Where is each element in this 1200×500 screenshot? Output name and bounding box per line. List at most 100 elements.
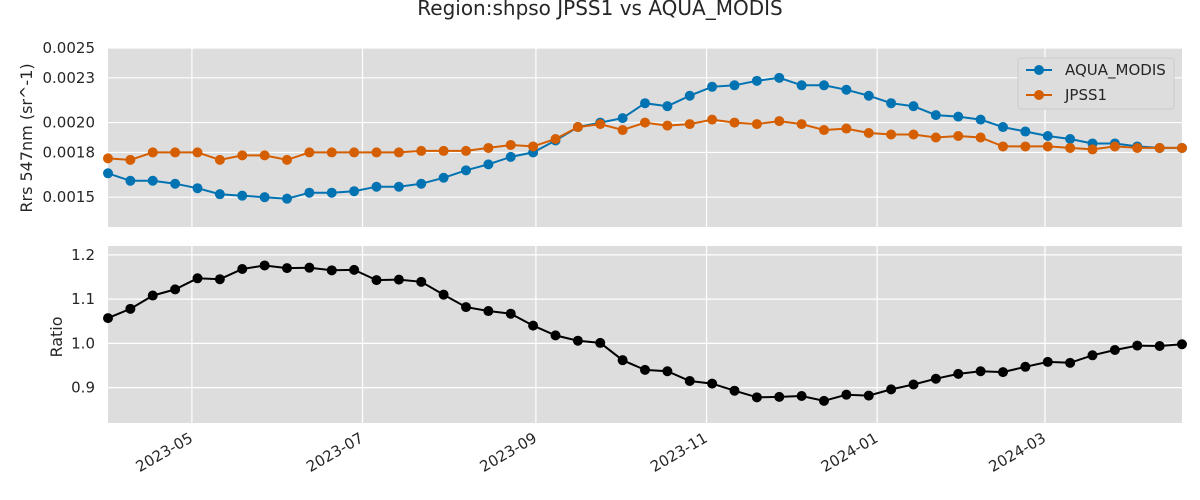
data-point-jpss1 bbox=[998, 141, 1008, 152]
data-point-aqua-modis bbox=[416, 178, 427, 189]
top-y-tick-label: 0.0015 bbox=[43, 188, 96, 206]
data-point-aqua-modis bbox=[729, 80, 740, 91]
data-point-ratio bbox=[863, 390, 874, 401]
data-point-aqua-modis bbox=[103, 168, 113, 179]
data-point-ratio bbox=[1042, 356, 1053, 367]
data-point-ratio bbox=[751, 392, 762, 403]
data-point-ratio bbox=[304, 262, 315, 273]
data-point-jpss1 bbox=[796, 119, 807, 130]
x-tick-label: 2023-05 bbox=[133, 429, 196, 476]
top-gridlines bbox=[108, 47, 1182, 227]
top-panel: 0.0015 0.0018 0.0020 0.0023 0.0025 Rrs 547nm… bbox=[17, 39, 1187, 227]
data-point-ratio bbox=[1065, 357, 1076, 368]
data-point-jpss1 bbox=[841, 123, 852, 134]
data-point-jpss1 bbox=[192, 147, 203, 158]
bottom-gridlines bbox=[108, 246, 1182, 423]
data-point-aqua-modis bbox=[214, 189, 225, 200]
data-point-ratio bbox=[483, 306, 494, 317]
data-point-ratio bbox=[550, 330, 561, 341]
data-point-ratio bbox=[214, 274, 225, 285]
data-point-ratio bbox=[729, 385, 740, 396]
legend-label-jpss: JPSS1 bbox=[1064, 86, 1107, 104]
data-point-ratio bbox=[461, 302, 471, 313]
data-point-ratio bbox=[393, 274, 404, 285]
data-point-aqua-modis bbox=[640, 98, 650, 109]
data-point-ratio bbox=[796, 391, 807, 402]
data-point-jpss1 bbox=[349, 147, 360, 158]
data-point-jpss1 bbox=[438, 145, 449, 156]
data-point-jpss1 bbox=[1177, 142, 1187, 153]
data-point-aqua-modis bbox=[326, 187, 337, 198]
data-point-aqua-modis bbox=[237, 190, 248, 201]
legend-label-aqua: AQUA_MODIS bbox=[1065, 61, 1166, 80]
data-point-ratio bbox=[1109, 344, 1120, 355]
data-point-aqua-modis bbox=[886, 98, 897, 109]
data-point-ratio bbox=[1177, 339, 1187, 350]
data-point-ratio bbox=[886, 384, 897, 395]
data-point-jpss1 bbox=[617, 125, 628, 136]
data-point-ratio bbox=[1154, 341, 1165, 352]
data-point-aqua-modis bbox=[147, 175, 158, 186]
data-point-aqua-modis bbox=[125, 175, 136, 186]
data-point-ratio bbox=[125, 303, 136, 314]
data-point-aqua-modis bbox=[796, 80, 807, 91]
data-point-jpss1 bbox=[237, 150, 248, 161]
data-point-ratio bbox=[349, 264, 360, 275]
bottom-y-axis-label: Ratio bbox=[47, 316, 66, 357]
data-point-ratio bbox=[282, 263, 292, 274]
data-point-aqua-modis bbox=[1042, 131, 1053, 142]
data-point-jpss1 bbox=[751, 119, 762, 130]
data-point-jpss1 bbox=[707, 114, 718, 125]
data-point-jpss1 bbox=[528, 141, 539, 152]
bottom-plot-background bbox=[108, 246, 1182, 423]
data-point-jpss1 bbox=[1154, 142, 1165, 153]
data-point-jpss1 bbox=[975, 132, 986, 143]
data-point-ratio bbox=[103, 313, 113, 324]
data-point-ratio bbox=[998, 367, 1008, 378]
data-point-ratio bbox=[975, 366, 986, 377]
data-point-aqua-modis bbox=[863, 90, 874, 101]
data-point-jpss1 bbox=[103, 153, 113, 164]
data-point-aqua-modis bbox=[953, 111, 964, 122]
data-point-ratio bbox=[259, 260, 270, 271]
data-point-jpss1 bbox=[684, 119, 695, 130]
data-point-aqua-modis bbox=[707, 81, 718, 92]
data-point-ratio bbox=[774, 391, 785, 402]
data-point-jpss1 bbox=[147, 147, 158, 158]
data-point-ratio bbox=[237, 264, 248, 275]
data-point-aqua-modis bbox=[774, 72, 785, 83]
data-point-aqua-modis bbox=[282, 193, 292, 204]
data-point-ratio bbox=[528, 320, 539, 331]
data-point-ratio bbox=[617, 355, 628, 366]
data-point-aqua-modis bbox=[684, 90, 695, 101]
data-point-ratio bbox=[438, 289, 449, 300]
data-point-jpss1 bbox=[1132, 142, 1143, 153]
legend-box bbox=[1017, 57, 1175, 110]
top-series-group bbox=[103, 72, 1187, 204]
data-point-jpss1 bbox=[953, 131, 964, 142]
data-point-aqua-modis bbox=[998, 122, 1008, 133]
legend-marker-aqua-dot bbox=[1034, 65, 1044, 75]
data-point-aqua-modis bbox=[975, 114, 986, 125]
x-tick-label: 2023-09 bbox=[477, 429, 540, 476]
data-point-jpss1 bbox=[416, 145, 427, 156]
data-point-ratio bbox=[192, 273, 203, 284]
top-y-tick-label: 0.0020 bbox=[43, 114, 96, 132]
data-point-jpss1 bbox=[461, 145, 471, 156]
top-y-tick-label: 0.0025 bbox=[43, 39, 96, 57]
data-point-aqua-modis bbox=[1065, 133, 1076, 144]
data-point-aqua-modis bbox=[170, 178, 181, 189]
data-point-aqua-modis bbox=[751, 75, 762, 86]
data-point-aqua-modis bbox=[349, 186, 360, 197]
x-tick-label: 2023-07 bbox=[303, 429, 366, 476]
data-point-jpss1 bbox=[595, 119, 606, 130]
data-point-ratio bbox=[595, 337, 606, 348]
data-point-aqua-modis bbox=[819, 80, 829, 91]
data-point-jpss1 bbox=[326, 147, 337, 158]
data-point-ratio bbox=[371, 275, 382, 286]
bottom-y-tick-labels: 0.9 1.0 1.1 1.2 bbox=[71, 246, 95, 397]
data-point-jpss1 bbox=[863, 128, 874, 139]
data-point-jpss1 bbox=[729, 117, 740, 128]
chart-title: Region:shpso JPSS1 vs AQUA_MODIS bbox=[417, 0, 782, 20]
